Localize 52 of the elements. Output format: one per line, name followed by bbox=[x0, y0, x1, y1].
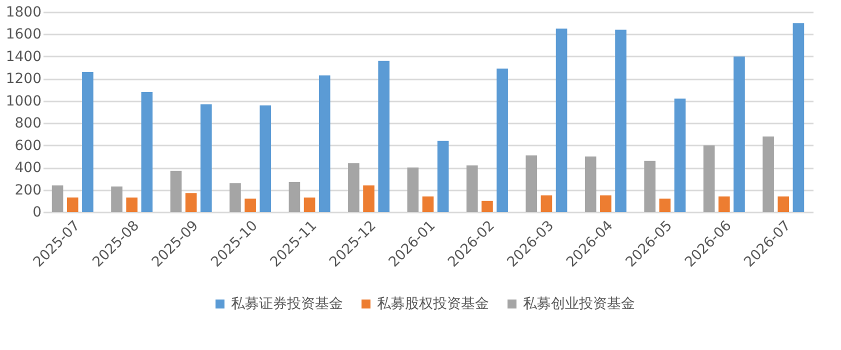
y-tick-label: 200 bbox=[14, 182, 42, 198]
bar bbox=[126, 198, 138, 212]
y-tick-label: 1000 bbox=[6, 93, 42, 110]
legend-label: 私募股权投资基金 bbox=[377, 296, 489, 312]
bar bbox=[200, 104, 212, 212]
bar bbox=[659, 198, 671, 212]
bar bbox=[718, 196, 730, 212]
bar bbox=[703, 145, 715, 212]
bar bbox=[288, 182, 300, 212]
y-tick-label: 1400 bbox=[6, 48, 42, 65]
bar bbox=[111, 186, 122, 212]
bar bbox=[407, 168, 419, 212]
bar bbox=[348, 163, 360, 212]
bar bbox=[170, 170, 182, 212]
bar bbox=[792, 23, 804, 212]
bar bbox=[318, 75, 330, 212]
bar bbox=[526, 155, 538, 212]
bar bbox=[66, 198, 78, 212]
bar bbox=[540, 195, 552, 212]
bar bbox=[600, 195, 612, 212]
bar bbox=[762, 136, 774, 212]
bar bbox=[674, 98, 686, 212]
bar bbox=[496, 68, 508, 212]
bar bbox=[422, 196, 434, 212]
y-tick-label: 1600 bbox=[6, 26, 42, 43]
bar bbox=[141, 92, 153, 212]
bar bbox=[52, 185, 64, 212]
bar bbox=[82, 72, 94, 212]
bar bbox=[734, 56, 745, 212]
legend-label: 私募证券投资基金 bbox=[231, 296, 343, 312]
y-tick-label: 1200 bbox=[6, 71, 42, 88]
bar bbox=[615, 30, 626, 212]
bar bbox=[644, 160, 656, 212]
bar bbox=[260, 105, 272, 212]
bar bbox=[437, 140, 449, 212]
bar bbox=[230, 183, 241, 212]
bar bbox=[363, 185, 374, 212]
y-tick-label: 600 bbox=[14, 138, 42, 154]
y-tick-label: 400 bbox=[14, 160, 42, 176]
bar bbox=[244, 198, 256, 212]
y-tick-label: 1800 bbox=[6, 4, 42, 20]
bar bbox=[482, 200, 493, 212]
bar bbox=[466, 165, 478, 212]
bar bbox=[778, 196, 790, 212]
bar bbox=[556, 28, 568, 212]
bar bbox=[378, 60, 390, 212]
bar bbox=[185, 193, 197, 212]
legend-label: 私募创业投资基金 bbox=[523, 296, 635, 312]
bar bbox=[584, 156, 596, 212]
bar bbox=[304, 198, 316, 212]
y-tick-label: 800 bbox=[14, 116, 42, 132]
y-tick-label: 0 bbox=[32, 204, 42, 220]
